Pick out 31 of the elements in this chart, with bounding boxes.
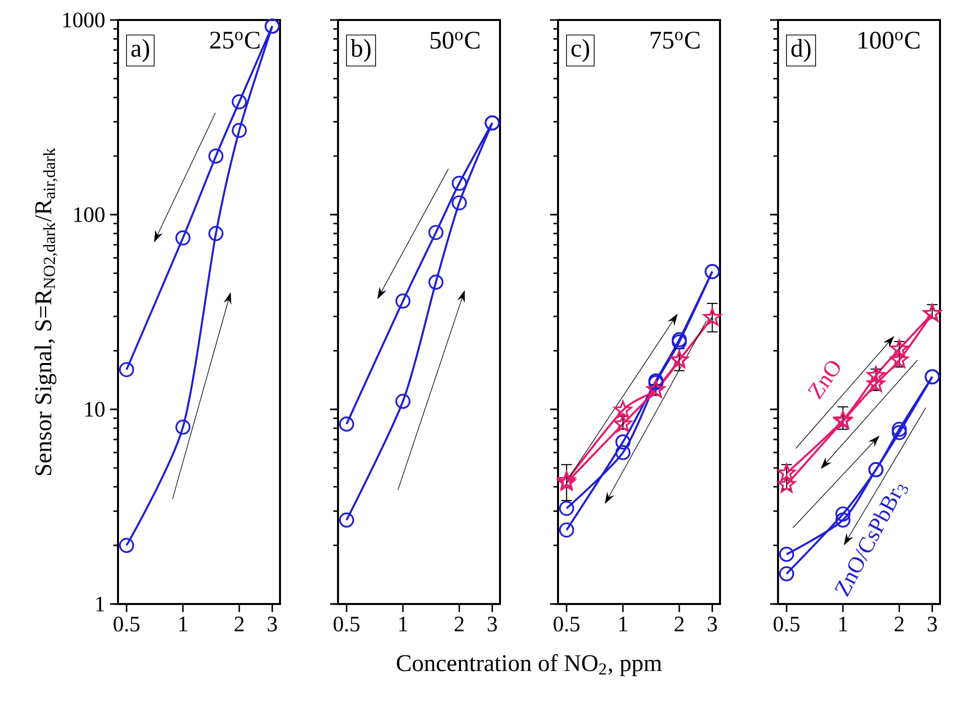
chart-title: 75$^{o}$C [650, 32, 700, 49]
annotation: a) [131, 39, 150, 62]
y-tick-label: 1000 [63, 12, 105, 28]
x-tick-label: 3 [928, 616, 937, 632]
x-tick-label: 1 [399, 616, 408, 632]
x-tick-label: 0.5 [114, 616, 140, 632]
x-tick-label: 2 [894, 616, 904, 632]
annotation: c) [571, 39, 590, 62]
y-tick-label: 10 [85, 402, 105, 417]
text: ZnO [808, 361, 840, 400]
x-tick-label: 3 [488, 616, 497, 632]
x-tick-label: 2 [674, 616, 684, 632]
x-tick-label: 1 [179, 616, 188, 632]
x-tick-label: 3 [708, 616, 717, 632]
x-tick-label: 0.5 [554, 616, 580, 632]
chart-title: 25$^{o}$C [210, 32, 260, 49]
y-tick-label: 1 [96, 596, 104, 612]
annotation: d) [791, 39, 810, 62]
chart-title: 50$^{o}$C [430, 32, 480, 49]
annotation: b) [350, 39, 370, 62]
x-tick-label: 2 [234, 616, 244, 632]
chart-title: 100$^{o}$C [858, 32, 920, 49]
y-tick-label: 100 [74, 207, 105, 222]
x-tick-label: 0.5 [774, 616, 800, 632]
x-axis-title: Concentration of NO$_{2}$, ppm [396, 654, 662, 676]
x-tick-label: 1 [619, 616, 628, 632]
x-tick-label: 3 [268, 616, 277, 632]
x-tick-label: 1 [839, 616, 848, 632]
x-tick-label: 2 [454, 616, 464, 632]
x-tick-label: 0.5 [334, 616, 360, 632]
y-axis-title: Sensor Signal, S=R$_{NO2,dark}$/R$_{air,dark}$ [34, 148, 58, 476]
